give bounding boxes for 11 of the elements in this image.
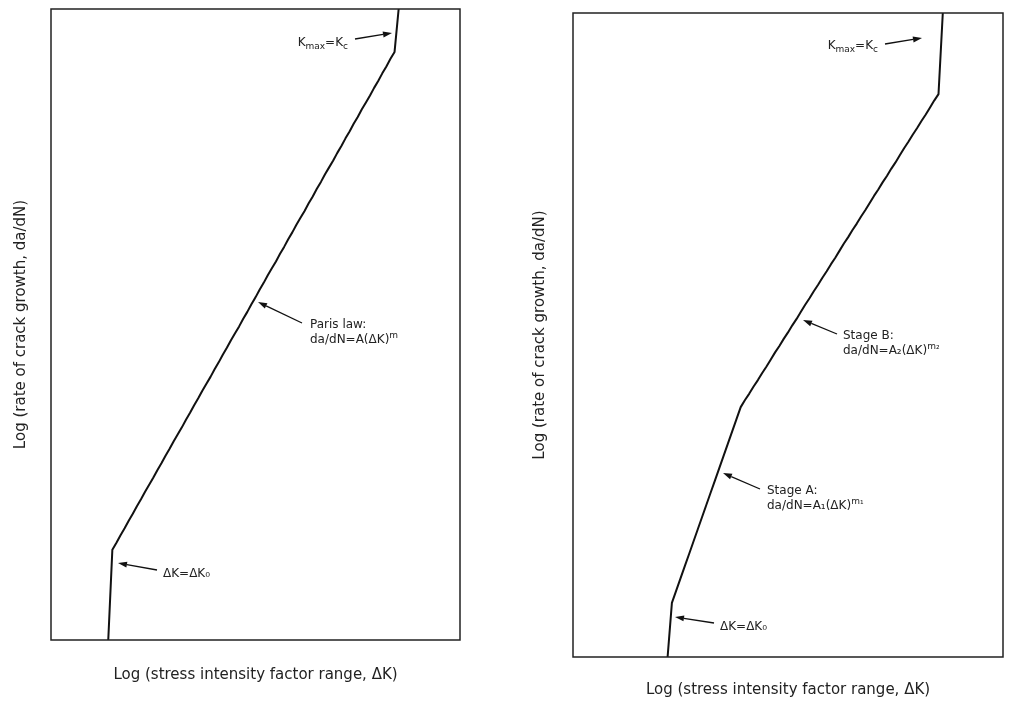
annotation: Paris law: da/dN=A(ΔK)$^{m}$ (310, 316, 399, 347)
annotation: ΔK=ΔK₀ (720, 618, 768, 634)
annotation: K$_{max}$=K$_{c}$ (827, 37, 878, 54)
x-axis-title: Log (stress intensity factor range, ΔK) (113, 664, 398, 683)
annotation: ΔK=ΔK₀ (163, 565, 211, 581)
annotation: Stage A: da/dN=A₁(ΔK)$^{m₁}$ (767, 482, 864, 513)
x-axis-title: Log (stress intensity factor range, ΔK) (645, 679, 931, 698)
y-axis-title: Log (rate of crack growth, da/dN) (529, 210, 548, 460)
y-axis-title: Log (rate of crack growth, da/dN) (10, 199, 29, 450)
annotation: K$_{max}$=K$_{c}$ (297, 34, 348, 51)
annotation: Stage B: da/dN=A₂(ΔK)$^{m₂}$ (843, 327, 940, 358)
